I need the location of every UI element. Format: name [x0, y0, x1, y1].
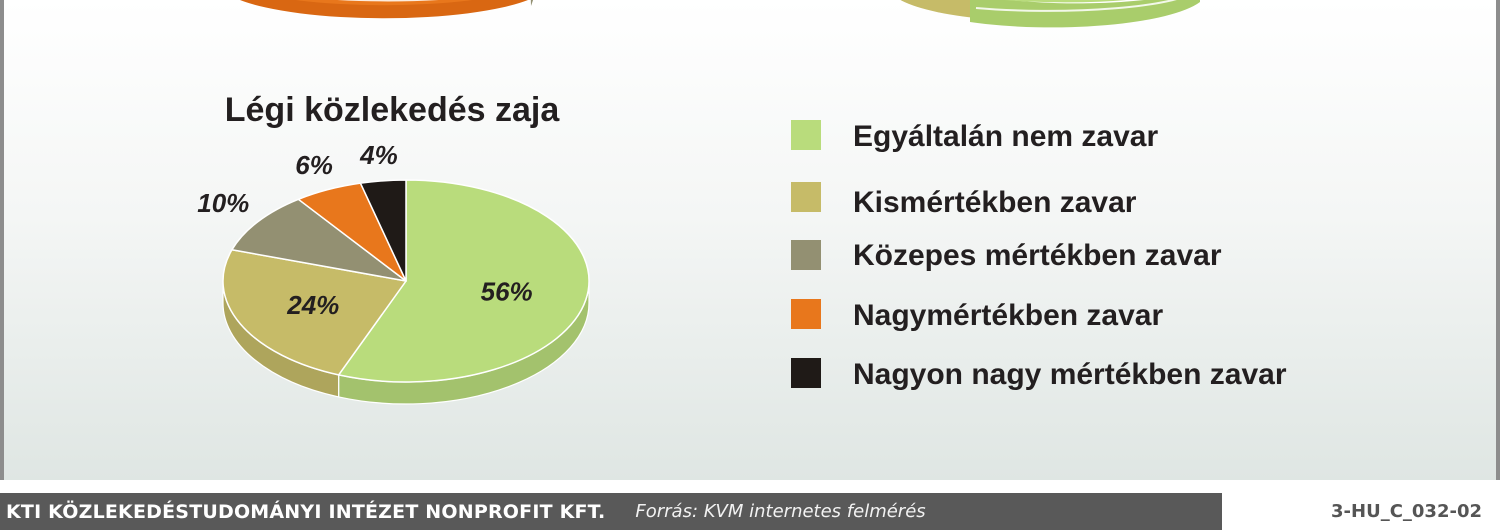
legend-label: Egyáltalán nem zavar — [853, 120, 1158, 153]
cropped-pie-left-side — [240, 0, 528, 19]
cropped-pie-right-olive — [900, 0, 976, 18]
pie-data-labels: 56% 24% 10% 6% 4% — [197, 140, 532, 320]
cropped-pie-left-top — [295, 0, 473, 6]
cropped-pie-right-green-top — [1004, 0, 1127, 3]
legend-swatch-gray-olive — [791, 240, 821, 270]
pie-data-label: 4% — [359, 140, 398, 170]
cropped-pie-right — [900, 0, 1200, 28]
pie-slice-kismertekben-zavar — [222, 249, 407, 376]
pie-slice-egyaltalan-nem-zavar — [337, 179, 590, 383]
legend-label: Kismértékben zavar — [853, 186, 1137, 219]
pie-chart — [222, 179, 590, 405]
chart-title: Légi közlekedés zaja — [225, 91, 561, 129]
pie-data-label: 24% — [286, 290, 339, 320]
legend-swatch-olive — [791, 182, 821, 212]
footer-source: Forrás: KVM internetes felmérés — [635, 501, 926, 522]
legend-swatch-light-green — [791, 120, 821, 150]
chart-canvas: Légi közlekedés zaja 56% 24% 10% 6% 4% Egyál… — [197, 0, 1287, 405]
cropped-pie-right-rim — [975, 0, 1177, 12]
legend-item: Egyáltalán nem zavar — [791, 120, 1158, 153]
pie-data-label: 6% — [295, 150, 333, 180]
legend: Egyáltalán nem zavar Kismértékben zavar … — [791, 120, 1287, 391]
cropped-pie-left-edge — [530, 0, 534, 6]
legend-swatch-orange — [791, 299, 821, 329]
pie-slice-kozepes-mertekben-zavar — [231, 198, 407, 282]
pie-data-label: 10% — [197, 188, 249, 218]
legend-item: Kismértékben zavar — [791, 182, 1137, 219]
footer-bar: KTI KÖZLEKEDÉSTUDOMÁNYI INTÉZET NONPROFI… — [0, 493, 1222, 530]
footer-organization: KTI KÖZLEKEDÉSTUDOMÁNYI INTÉZET NONPROFI… — [6, 500, 606, 523]
legend-label: Nagyon nagy mértékben zavar — [853, 358, 1287, 391]
legend-item: Közepes mértékben zavar — [791, 239, 1222, 272]
legend-swatch-black — [791, 358, 821, 388]
pie-slice-nagyon-nagy-mertekben-zavar — [359, 179, 407, 282]
cropped-pie-right-green-side — [970, 0, 1200, 28]
legend-item: Nagymértékben zavar — [791, 299, 1163, 332]
chart-panel: Légi közlekedés zaja 56% 24% 10% 6% 4% Egyál… — [0, 0, 1500, 480]
pie-data-label: 56% — [481, 277, 533, 307]
legend-label: Közepes mértékben zavar — [853, 239, 1222, 272]
legend-label: Nagymértékben zavar — [853, 299, 1163, 332]
legend-item: Nagyon nagy mértékben zavar — [791, 358, 1287, 391]
figure-code: 3-HU_C_032-02 — [1331, 501, 1482, 522]
cropped-pie-left — [240, 0, 534, 19]
